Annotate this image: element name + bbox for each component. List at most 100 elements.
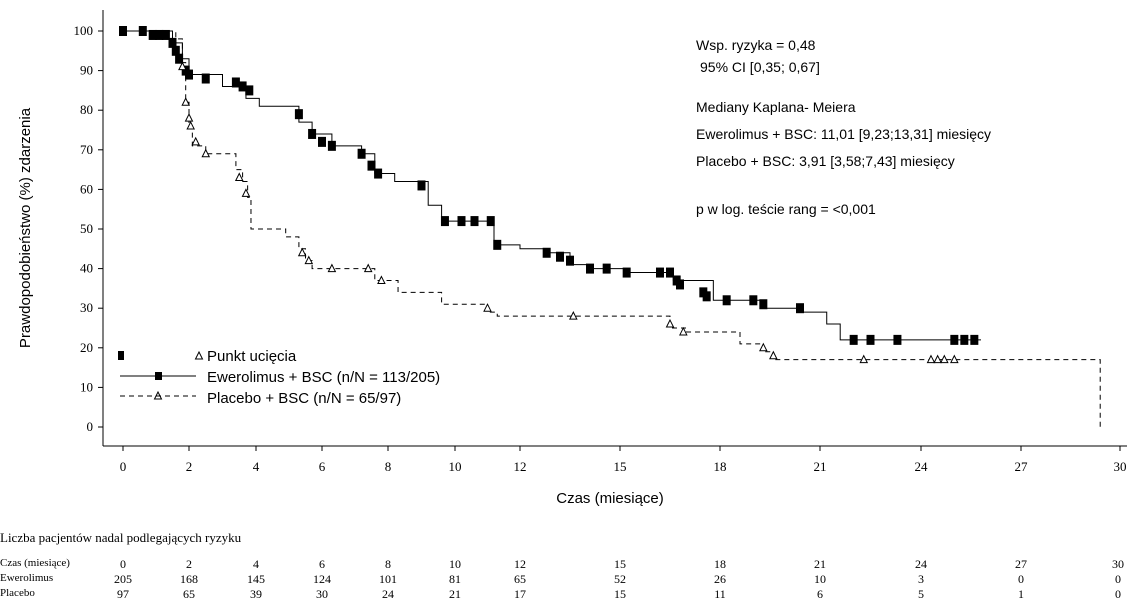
censor-marker-placebo bbox=[933, 354, 942, 364]
censor-marker-ewerolimus bbox=[602, 263, 611, 274]
legend-marker-ewerolimus bbox=[155, 372, 162, 380]
censor-marker-placebo bbox=[665, 318, 675, 328]
risk-cell: 0 bbox=[1115, 572, 1121, 586]
risk-cell: 24 bbox=[382, 587, 394, 601]
censor-marker-ewerolimus bbox=[586, 263, 594, 274]
risk-row-placebo: Placebo 97 65 39 30 24 21 17 15 11 6 5 1 0 bbox=[0, 587, 1129, 602]
legend-marker-placebo bbox=[153, 390, 163, 400]
censor-marker-ewerolimus bbox=[201, 73, 210, 84]
censor-marker-ewerolimus bbox=[357, 148, 366, 159]
risk-cell: 10 bbox=[814, 572, 826, 586]
y-tick-label: 100 bbox=[74, 23, 94, 38]
censor-marker-placebo bbox=[297, 247, 307, 257]
censor-marker-ewerolimus bbox=[486, 216, 495, 227]
risk-cell: 52 bbox=[614, 572, 626, 586]
censor-marker-placebo bbox=[181, 97, 191, 106]
x-tick-label: 30 bbox=[1114, 459, 1127, 474]
censor-marker-placebo bbox=[940, 354, 949, 364]
censor-marker-placebo bbox=[241, 188, 251, 197]
censor-marker-ewerolimus bbox=[866, 334, 875, 345]
y-tick-label: 30 bbox=[80, 300, 93, 315]
x-axis-label: Czas (miesiące) bbox=[556, 490, 664, 507]
risk-row-label: Ewerolimus bbox=[0, 572, 54, 584]
risk-cell: 4 bbox=[253, 557, 259, 571]
risk-cell: 30 bbox=[1112, 557, 1124, 571]
risk-row-label: Placebo bbox=[0, 587, 35, 599]
risk-cell: 205 bbox=[114, 572, 132, 586]
censor-marker-placebo bbox=[191, 136, 201, 146]
censor-marker-ewerolimus bbox=[796, 303, 804, 314]
risk-cell: 6 bbox=[817, 587, 823, 601]
censor-marker-placebo bbox=[234, 172, 244, 182]
risk-cell: 27 bbox=[1015, 557, 1027, 571]
censor-marker-ewerolimus bbox=[155, 29, 164, 40]
y-tick-label: 40 bbox=[80, 261, 93, 276]
censor-marker-ewerolimus bbox=[960, 334, 969, 345]
risk-cell: 2 bbox=[186, 557, 192, 571]
risk-cell: 145 bbox=[247, 572, 265, 586]
x-tick-label: 8 bbox=[385, 459, 392, 474]
censor-marker-ewerolimus bbox=[238, 81, 247, 92]
annotation-text: Mediany Kaplana- Meiera bbox=[696, 99, 856, 115]
censor-marker-ewerolimus bbox=[148, 29, 157, 40]
censor-marker-ewerolimus bbox=[308, 128, 317, 139]
axes bbox=[102, 10, 1127, 447]
censor-marker-ewerolimus bbox=[622, 267, 631, 278]
censor-marker-ewerolimus bbox=[440, 216, 449, 227]
x-tick-label: 2 bbox=[186, 459, 193, 474]
curves bbox=[123, 30, 1101, 427]
censor-marker-placebo bbox=[679, 326, 688, 336]
series-line-placebo bbox=[123, 30, 1101, 427]
censor-marker-placebo bbox=[184, 113, 194, 122]
censor-marker-placebo bbox=[769, 350, 778, 360]
x-tick-label: 27 bbox=[1015, 459, 1029, 474]
risk-row-time: Czas (miesiące) 0 2 4 6 8 10 12 15 18 21 24 27 30 bbox=[0, 557, 1129, 572]
censor-marker-placebo bbox=[178, 61, 187, 71]
censor-marker-ewerolimus bbox=[722, 295, 731, 306]
censor-marker-ewerolimus bbox=[161, 29, 170, 40]
censor-marker-placebo bbox=[304, 255, 314, 265]
censor-marker-placebo bbox=[377, 275, 386, 284]
risk-cell: 97 bbox=[117, 587, 129, 601]
risk-cell: 24 bbox=[915, 557, 927, 571]
y-tick-label: 20 bbox=[80, 340, 93, 355]
censor-marker-ewerolimus bbox=[556, 251, 564, 262]
censor-marker-placebo bbox=[201, 148, 211, 158]
censor-marker-ewerolimus bbox=[171, 45, 180, 56]
censor-marker-ewerolimus bbox=[676, 279, 684, 290]
risk-cell: 124 bbox=[313, 572, 331, 586]
censor-marker-ewerolimus bbox=[175, 53, 184, 64]
censor-markers bbox=[119, 26, 979, 364]
risk-cell: 21 bbox=[814, 557, 826, 571]
censor-marker-ewerolimus bbox=[318, 136, 326, 147]
risk-cell: 30 bbox=[316, 587, 328, 601]
censor-marker-ewerolimus bbox=[168, 37, 177, 48]
legend-label-ewerolimus: Ewerolimus + BSC (n/N = 113/205) bbox=[207, 369, 440, 386]
legend-censor-triangle bbox=[194, 350, 204, 360]
x-tick-label: 12 bbox=[514, 459, 527, 474]
annotation-text: Wsp. ryzyka = 0,48 bbox=[696, 37, 816, 53]
risk-cell: 15 bbox=[614, 557, 626, 571]
censor-marker-ewerolimus bbox=[470, 216, 479, 227]
risk-row-label: Czas (miesiące) bbox=[0, 557, 70, 569]
censor-marker-ewerolimus bbox=[893, 334, 902, 345]
censor-marker-ewerolimus bbox=[245, 85, 254, 96]
censor-marker-ewerolimus bbox=[457, 216, 466, 227]
censor-marker-placebo bbox=[327, 263, 337, 273]
y-ticks: 0 10 20 30 40 50 60 70 80 90 100 bbox=[74, 23, 103, 434]
annotation-text: p w log. teście rang = <0,001 bbox=[696, 201, 876, 217]
censor-marker-ewerolimus bbox=[566, 255, 574, 266]
annotation-text: Placebo + BSC: 3,91 [3,58;7,43] miesięcy bbox=[696, 153, 955, 169]
legend: Punkt ucięcia Ewerolimus + BSC (n/N = 11… bbox=[118, 348, 440, 407]
risk-cell: 3 bbox=[918, 572, 924, 586]
risk-cell: 12 bbox=[514, 557, 526, 571]
risk-cell: 65 bbox=[183, 587, 195, 601]
risk-cell: 65 bbox=[514, 572, 526, 586]
censor-marker-ewerolimus bbox=[759, 299, 768, 310]
censor-marker-ewerolimus bbox=[970, 334, 979, 345]
censor-marker-placebo bbox=[186, 120, 195, 130]
censor-marker-placebo bbox=[950, 354, 959, 364]
censor-marker-ewerolimus bbox=[749, 295, 758, 306]
censor-marker-ewerolimus bbox=[138, 26, 147, 36]
